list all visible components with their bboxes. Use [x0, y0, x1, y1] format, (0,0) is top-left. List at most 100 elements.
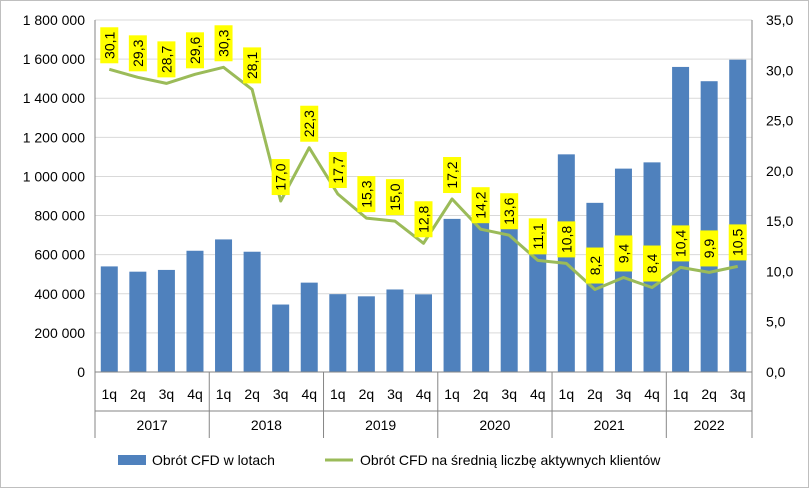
bar — [329, 294, 347, 372]
x-tick-label: 1q — [101, 386, 117, 402]
x-tick-label: 2q — [473, 386, 489, 402]
data-label-text: 22,3 — [301, 110, 317, 137]
data-label-text: 8,2 — [587, 256, 603, 276]
data-label-background — [614, 235, 633, 272]
bar — [186, 250, 204, 372]
data-label-background — [214, 25, 233, 62]
data-label-background — [528, 218, 547, 255]
line-series — [108, 65, 739, 291]
bar — [386, 289, 404, 372]
data-label-background — [300, 105, 319, 142]
bar — [243, 251, 261, 372]
data-label: 15,0 — [385, 179, 404, 216]
axes: 0 200 000 400 000 600 000 800 000 1 000 000 1 … — [23, 12, 793, 438]
line-series-path — [108, 65, 739, 291]
x-tick-label: 3q — [730, 386, 746, 402]
data-label-background — [328, 151, 347, 188]
data-label: 29,3 — [128, 35, 147, 72]
x-tick-label: 3q — [387, 386, 403, 402]
y-right-tick-label: 0,0 — [766, 364, 786, 380]
data-label-text: 29,3 — [130, 39, 146, 66]
data-label-background — [557, 221, 576, 258]
x-year-label: 2021 — [594, 417, 625, 433]
bar — [672, 66, 690, 372]
bar — [500, 226, 518, 372]
bar — [586, 202, 604, 372]
data-label-background — [128, 35, 147, 72]
x-year-label: 2017 — [137, 417, 168, 433]
y-left-tick-label: 1 000 000 — [23, 168, 85, 184]
y-left-tick-label: 600 000 — [34, 247, 85, 263]
x-tick-label: 2q — [359, 386, 375, 402]
y-right-tick-label: 5,0 — [766, 314, 786, 330]
data-label: 29,6 — [185, 32, 204, 69]
data-label-background — [700, 230, 719, 267]
y-left-tick-label: 1 400 000 — [23, 90, 85, 106]
x-year-label: 2020 — [479, 417, 510, 433]
data-label-background — [643, 245, 662, 282]
data-label-text: 8,4 — [644, 254, 660, 274]
data-label-text: 14,2 — [473, 191, 489, 218]
y-left-tick-label: 1 200 000 — [23, 129, 85, 145]
data-label: 9,4 — [614, 235, 633, 272]
x-tick-label: 1q — [216, 386, 232, 402]
data-label-background — [157, 41, 176, 78]
data-label-text: 30,1 — [101, 31, 117, 58]
data-label-background — [728, 224, 747, 261]
data-label: 15,3 — [357, 176, 376, 213]
x-tick-label: 4q — [530, 386, 546, 402]
data-label: 12,8 — [414, 201, 433, 238]
data-label-background — [443, 157, 462, 194]
legend-label-line: Obrót CFD na średnią liczbę aktywnych kl… — [360, 452, 661, 468]
x-year-label: 2018 — [251, 417, 282, 433]
data-label: 17,7 — [328, 151, 347, 188]
data-label-text: 12,8 — [415, 205, 431, 232]
x-year-label: 2022 — [694, 417, 725, 433]
bar — [529, 234, 547, 372]
bar — [157, 269, 175, 372]
data-label-text: 9,4 — [615, 244, 631, 264]
bar-series — [100, 59, 747, 372]
bar — [443, 218, 461, 372]
data-label: 13,6 — [500, 193, 519, 230]
data-label-background — [585, 247, 604, 284]
bar — [472, 222, 490, 372]
data-label-text: 17,0 — [273, 163, 289, 190]
data-label-background — [185, 32, 204, 69]
x-tick-label: 4q — [644, 386, 660, 402]
data-label: 17,0 — [271, 159, 290, 196]
data-label-background — [357, 176, 376, 213]
x-tick-label: 2q — [130, 386, 146, 402]
data-label-text: 28,7 — [158, 46, 174, 73]
data-label-background — [500, 193, 519, 230]
bar — [415, 294, 432, 372]
y-left-tick-label: 400 000 — [34, 286, 85, 302]
data-label-background — [271, 159, 290, 196]
y-right-tick-label: 15,0 — [766, 213, 793, 229]
data-label-text: 11,1 — [530, 223, 546, 249]
x-tick-label: 1q — [673, 386, 689, 402]
data-label-text: 15,3 — [358, 180, 374, 207]
data-label-text: 17,7 — [330, 156, 346, 183]
data-label: 11,1 — [528, 218, 547, 255]
data-label-background — [243, 47, 262, 84]
x-tick-label: 2q — [587, 386, 603, 402]
data-labels: 30,1 29,3 28,7 29,6 30,3 28,1 17,0 22,3 17,7 15,3… — [100, 25, 747, 284]
x-tick-label: 3q — [616, 386, 632, 402]
data-label-text: 30,3 — [215, 29, 231, 56]
data-label-text: 10,8 — [558, 226, 574, 253]
data-label-text: 10,4 — [673, 230, 689, 257]
x-tick-label: 1q — [559, 386, 575, 402]
y-right-tick-label: 30,0 — [766, 62, 793, 78]
x-tick-label: 4q — [416, 386, 432, 402]
y-right-tick-label: 20,0 — [766, 163, 793, 179]
data-label: 30,1 — [100, 27, 119, 64]
data-label: 10,5 — [728, 224, 747, 261]
data-label: 14,2 — [471, 187, 490, 224]
x-tick-label: 3q — [159, 386, 175, 402]
data-label-text: 9,9 — [701, 239, 717, 259]
data-label-text: 29,6 — [187, 36, 203, 63]
bar — [700, 81, 718, 372]
x-tick-label: 2q — [701, 386, 717, 402]
